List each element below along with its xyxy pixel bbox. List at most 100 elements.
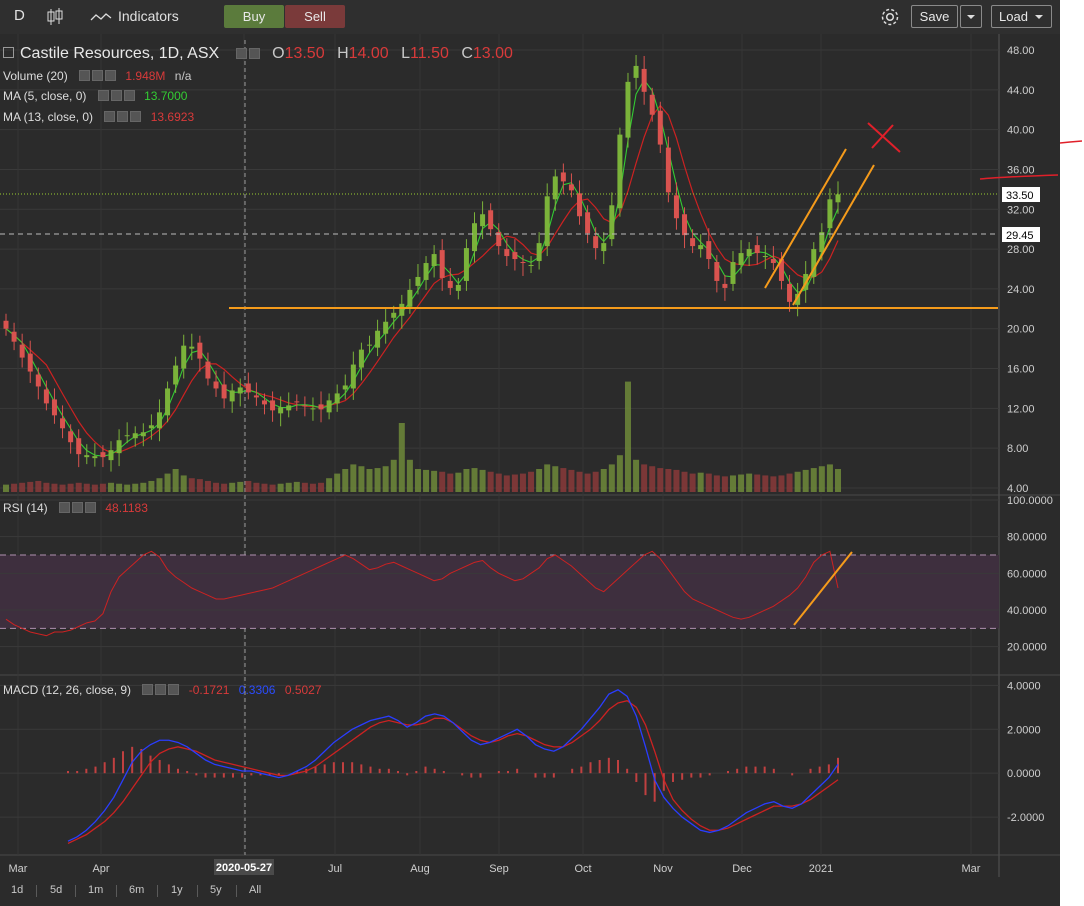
settings-gear-icon[interactable]: [878, 5, 902, 29]
range-5d[interactable]: 5d: [50, 884, 63, 896]
candle-body: [738, 253, 744, 266]
volume-bar: [713, 475, 720, 492]
candle-body: [92, 456, 98, 459]
candle-body: [795, 293, 801, 305]
candle-body: [609, 205, 615, 240]
candle-body: [528, 265, 534, 267]
price-tick-label: 20.00: [1007, 324, 1035, 336]
close-icon[interactable]: [168, 684, 180, 695]
volume-bar: [43, 482, 50, 492]
save-button[interactable]: Save: [911, 5, 958, 28]
eye-icon[interactable]: [79, 70, 91, 81]
volume-bar: [503, 475, 510, 492]
crosshair-date-badge: [214, 859, 274, 875]
outside-area: [1060, 0, 1084, 906]
rsi-band-fill: [0, 555, 999, 629]
macd-tick-label: 4.0000: [1007, 680, 1041, 692]
rsi-tick-label: 100.0000: [1007, 495, 1053, 507]
macd-tick-label: 0.0000: [1007, 768, 1041, 780]
eye-icon[interactable]: [59, 502, 71, 513]
range-5y[interactable]: 5y: [210, 884, 222, 896]
volume-bar: [729, 475, 736, 492]
volume-bar: [326, 478, 333, 492]
volume-bar: [746, 473, 753, 492]
volume-bar: [608, 464, 615, 492]
candle-body: [585, 212, 591, 234]
range-1d[interactable]: 1d: [11, 884, 24, 896]
candle-body: [197, 342, 203, 359]
volume-bar: [633, 459, 640, 492]
volume-bar: [51, 483, 58, 492]
close-icon[interactable]: [105, 70, 117, 81]
rsi-value: 48.1183: [105, 501, 148, 515]
collapse-icon[interactable]: [3, 47, 14, 58]
volume-bar: [358, 466, 365, 492]
range-6m[interactable]: 6m: [129, 884, 145, 896]
symbol-title: Castile Resources, 1D, ASX: [20, 45, 220, 62]
last-price-badge: [1002, 187, 1040, 202]
load-button[interactable]: Load: [991, 5, 1052, 28]
candle-body: [173, 365, 179, 385]
ma5-label: MA (5, close, 0): [3, 89, 87, 103]
volume-bar: [269, 484, 276, 492]
gear-icon[interactable]: [72, 502, 84, 513]
candle-body: [722, 283, 728, 288]
volume-bar: [439, 471, 446, 492]
gear-icon[interactable]: [117, 111, 129, 122]
macd-line: [67, 689, 839, 842]
indicators-button[interactable]: Indicators: [88, 0, 188, 34]
load-label: Load: [999, 9, 1028, 24]
volume-bar: [576, 471, 583, 492]
interval-selector[interactable]: D: [14, 7, 25, 24]
top-toolbar: D Indicators Buy Sell Save Load: [0, 0, 1060, 35]
rsi-tick-label: 60.0000: [1007, 568, 1047, 580]
candle-body: [568, 184, 574, 191]
time-tick-label: Aug: [410, 863, 430, 875]
range-1y[interactable]: 1y: [171, 884, 183, 896]
chart-area[interactable]: 4.00 8.00 12.00 16.00 20.00 24.00 28.00 32.00 36…: [0, 34, 1060, 877]
save-dropdown-button[interactable]: [960, 5, 982, 28]
range-separator: [36, 885, 37, 897]
low-value: 11.50: [410, 45, 449, 62]
ma13-label: MA (13, close, 0): [3, 110, 94, 124]
volume-bar: [770, 476, 777, 492]
gear-icon[interactable]: [155, 684, 167, 695]
volume-bar: [519, 473, 526, 492]
volume-bar: [794, 471, 801, 492]
close-icon[interactable]: [130, 111, 142, 122]
volume-bar: [116, 483, 123, 492]
volume-bar: [180, 475, 187, 492]
volume-bar: [148, 480, 155, 492]
gear-icon[interactable]: [110, 90, 122, 101]
volume-bar: [398, 423, 405, 492]
volume-bar: [592, 471, 599, 492]
candlestick-type-icon[interactable]: [44, 7, 66, 27]
candle-body: [472, 223, 478, 252]
buy-button[interactable]: Buy: [224, 5, 284, 28]
volume-bar: [318, 482, 325, 492]
volume-bar: [156, 478, 163, 492]
range-1m[interactable]: 1m: [88, 884, 104, 896]
time-tick-label: Mar: [9, 863, 28, 875]
candle-body: [633, 65, 639, 78]
candle-body: [391, 312, 397, 318]
eye-icon[interactable]: [142, 684, 154, 695]
channel-upper-line: [764, 148, 847, 289]
candle-body: [261, 400, 267, 405]
range-all[interactable]: All: [249, 884, 262, 896]
gear-icon[interactable]: [92, 70, 104, 81]
eye-icon[interactable]: [97, 90, 109, 101]
volume-bar: [334, 473, 341, 492]
candle-body: [350, 364, 356, 389]
candle-body: [439, 250, 445, 278]
close-icon[interactable]: [85, 502, 97, 513]
rsi-label: RSI (14): [3, 501, 48, 515]
chevron-down-icon: [967, 14, 975, 19]
gear-icon[interactable]: [248, 48, 260, 59]
sell-button[interactable]: Sell: [285, 5, 345, 28]
volume-bar: [649, 466, 656, 492]
close-icon[interactable]: [123, 90, 135, 101]
eye-icon[interactable]: [104, 111, 116, 122]
eye-icon[interactable]: [235, 48, 247, 59]
volume-bar: [673, 469, 680, 492]
